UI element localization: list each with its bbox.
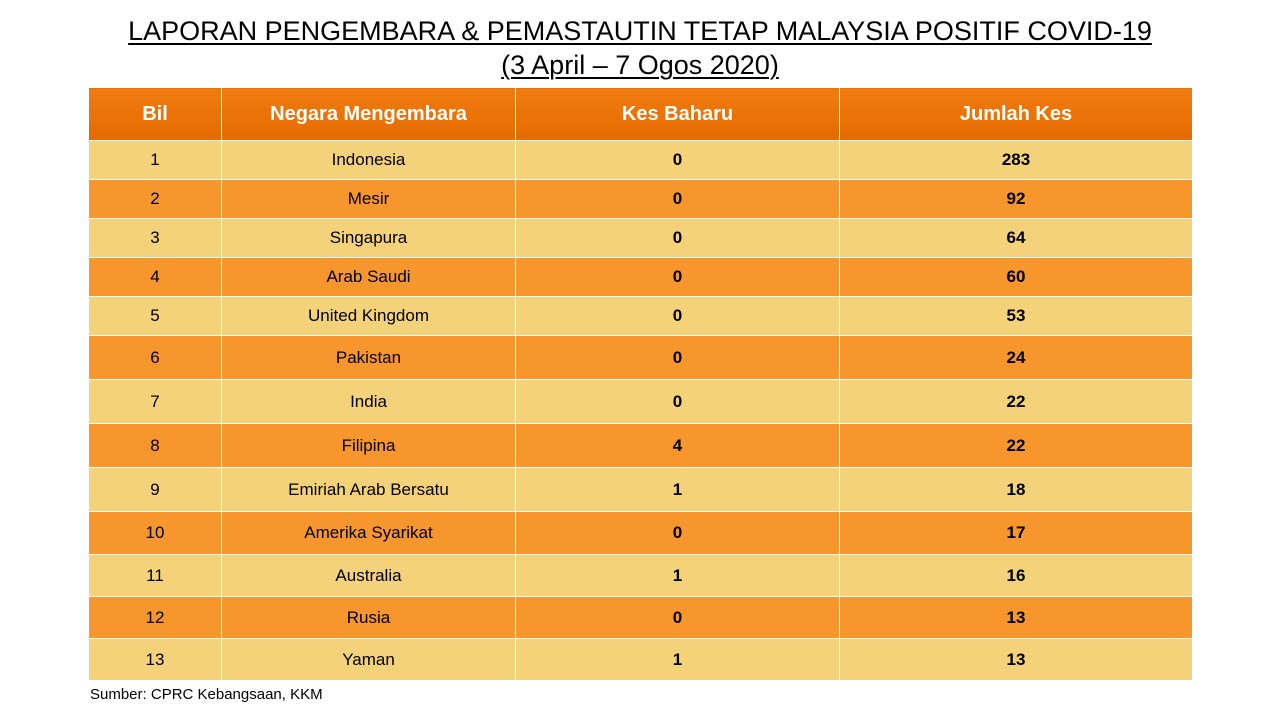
table-row: 6 Pakistan 0 24 [88, 335, 1193, 380]
cell-total-cases: 24 [839, 335, 1193, 380]
title-line-2: (3 April – 7 Ogos 2020) [501, 50, 779, 80]
cell-total-cases: 64 [839, 218, 1193, 258]
table-row: 8 Filipina 4 22 [88, 423, 1193, 468]
cell-new-cases: 0 [515, 335, 840, 380]
cell-new-cases: 1 [515, 554, 840, 597]
cell-bil: 8 [88, 423, 222, 468]
cell-new-cases: 1 [515, 467, 840, 512]
cell-country: Indonesia [221, 140, 516, 180]
cell-new-cases: 0 [515, 257, 840, 297]
cell-new-cases: 0 [515, 596, 840, 639]
cell-country: Pakistan [221, 335, 516, 380]
header-bil: Bil [88, 87, 222, 141]
header-country: Negara Mengembara [221, 87, 516, 141]
cell-total-cases: 17 [839, 511, 1193, 555]
cell-total-cases: 18 [839, 467, 1193, 512]
cell-new-cases: 0 [515, 218, 840, 258]
cell-total-cases: 22 [839, 379, 1193, 424]
title-line-1: LAPORAN PENGEMBARA & PEMASTAUTIN TETAP M… [128, 16, 1152, 46]
table-row: 9 Emiriah Arab Bersatu 1 18 [88, 467, 1193, 512]
cell-country: Mesir [221, 179, 516, 219]
table-row: 12 Rusia 0 13 [88, 596, 1193, 639]
cell-country: India [221, 379, 516, 424]
table-row: 2 Mesir 0 92 [88, 179, 1193, 219]
cell-country: United Kingdom [221, 296, 516, 336]
cell-bil: 6 [88, 335, 222, 380]
cell-country: Yaman [221, 638, 516, 681]
cell-total-cases: 13 [839, 638, 1193, 681]
table-row: 7 India 0 22 [88, 379, 1193, 424]
cell-bil: 5 [88, 296, 222, 336]
cell-new-cases: 1 [515, 638, 840, 681]
cell-total-cases: 13 [839, 596, 1193, 639]
cell-new-cases: 0 [515, 379, 840, 424]
table-row: 11 Australia 1 16 [88, 554, 1193, 597]
cases-table: Bil Negara Mengembara Kes Baharu Jumlah … [88, 87, 1193, 681]
table-row: 1 Indonesia 0 283 [88, 140, 1193, 180]
header-total-cases: Jumlah Kes [839, 87, 1193, 141]
cell-bil: 1 [88, 140, 222, 180]
cell-new-cases: 0 [515, 179, 840, 219]
table-row: 3 Singapura 0 64 [88, 218, 1193, 258]
table-row: 10 Amerika Syarikat 0 17 [88, 511, 1193, 555]
cell-bil: 3 [88, 218, 222, 258]
cell-bil: 13 [88, 638, 222, 681]
cell-new-cases: 0 [515, 140, 840, 180]
page-title: LAPORAN PENGEMBARA & PEMASTAUTIN TETAP M… [0, 14, 1280, 82]
cell-bil: 12 [88, 596, 222, 639]
table-row: 5 United Kingdom 0 53 [88, 296, 1193, 336]
cell-bil: 11 [88, 554, 222, 597]
table-row: 4 Arab Saudi 0 60 [88, 257, 1193, 297]
cell-bil: 10 [88, 511, 222, 555]
cell-new-cases: 0 [515, 511, 840, 555]
cell-bil: 7 [88, 379, 222, 424]
cell-country: Rusia [221, 596, 516, 639]
cell-total-cases: 16 [839, 554, 1193, 597]
cell-country: Emiriah Arab Bersatu [221, 467, 516, 512]
cell-total-cases: 22 [839, 423, 1193, 468]
table-row: 13 Yaman 1 13 [88, 638, 1193, 681]
cell-total-cases: 92 [839, 179, 1193, 219]
cell-total-cases: 283 [839, 140, 1193, 180]
cell-country: Arab Saudi [221, 257, 516, 297]
table-header-row: Bil Negara Mengembara Kes Baharu Jumlah … [88, 87, 1193, 141]
cell-total-cases: 60 [839, 257, 1193, 297]
cell-new-cases: 0 [515, 296, 840, 336]
cell-country: Amerika Syarikat [221, 511, 516, 555]
cell-total-cases: 53 [839, 296, 1193, 336]
cell-new-cases: 4 [515, 423, 840, 468]
source-note: Sumber: CPRC Kebangsaan, KKM [90, 686, 323, 703]
cell-country: Singapura [221, 218, 516, 258]
cell-bil: 4 [88, 257, 222, 297]
cell-bil: 2 [88, 179, 222, 219]
cell-bil: 9 [88, 467, 222, 512]
header-new-cases: Kes Baharu [515, 87, 840, 141]
cell-country: Australia [221, 554, 516, 597]
cell-country: Filipina [221, 423, 516, 468]
